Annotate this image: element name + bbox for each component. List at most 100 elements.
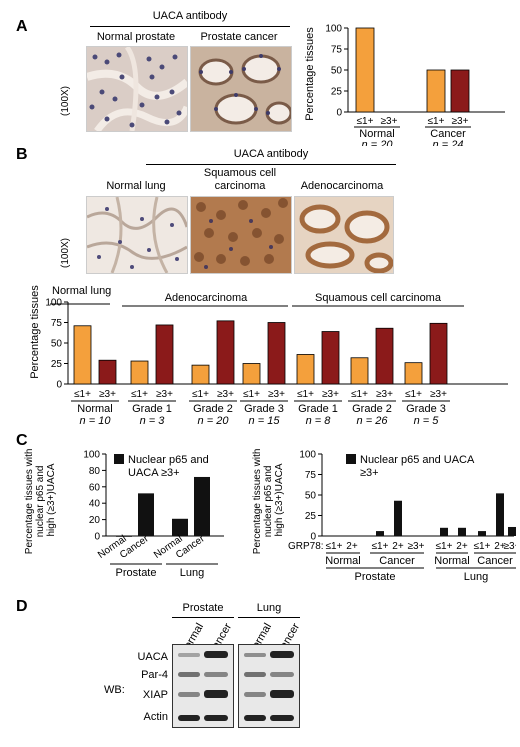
blot-wb-label: WB: [104,684,125,696]
chart-b-group-label-5: Grade 2 [352,403,392,415]
panel-b-header-rule [146,164,396,165]
blot-row-label-xiap: XIAP [142,689,168,701]
chart-b-group-n-4: n = 8 [306,415,332,427]
chart-b-section-label-1: Adenocarcinoma [165,292,248,304]
chart-b-section-label-2: Squamous cell carcinoma [315,292,442,304]
chart-b-ytick-label-25: 25 [51,359,63,370]
chart-b-bar-0-1 [98,359,117,385]
chart-cr-cat-label-3: 2+ [392,541,404,552]
chart-cl-ytick-label-40: 40 [89,499,101,510]
chart-cl-bar-3 [194,476,210,536]
chart-b-ylabel: Percentage tissues [29,285,41,379]
chart-b-bar-1-1 [155,324,174,385]
chart-a-tick-label-2: ≤1+ [428,116,445,127]
blot-group-label-lung: Lung [256,602,282,614]
band-par4-prostate-cancer [204,672,228,677]
chart-b-tick-label-5-1: ≥3+ [376,389,393,400]
chart-b-group-label-3: Grade 3 [244,403,284,415]
chart-b-bar-1-0 [130,360,149,385]
panel-a-image-label-cancer: Prostate cancer [200,31,278,43]
chart-cl-bar-2 [172,518,188,536]
chart-b-tick-label-1-1: ≥3+ [156,389,173,400]
panel-label-b: B [16,146,28,163]
chart-cl-ytick-label-20: 20 [89,515,101,526]
panel-a-image-label-normal: Normal prostate [96,31,176,43]
chart-a-bar-0-0 [355,27,375,113]
chart-cl-group-label-1: Lung [180,567,204,579]
chart-cr-bar-9 [508,526,516,536]
chart-cr-cat-label-5: ≤1+ [436,541,453,552]
chart-cl-ytick-label-100: 100 [83,450,100,461]
chart-cr-legend-swatch [346,454,356,464]
blot-row-label-uaca: UACA [137,651,168,663]
chart-b-bar-4-1 [321,331,340,385]
chart-a-group-n-0: n = 20 [362,139,394,146]
chart-cr-bar-3 [394,500,402,536]
chart-b-group-label-1: Grade 1 [132,403,172,415]
chart-a-bar-1-1 [450,69,470,113]
chart-b-ytick-label-75: 75 [51,318,63,329]
chart-b-tick-label-2-1: ≥3+ [217,389,234,400]
chart-b-tick-label-3-1: ≥3+ [268,389,285,400]
panel-b-magnification: (100X) [60,237,71,268]
chart-a-group-label-0: Normal [359,128,394,140]
chart-cr-ytick-label-25: 25 [305,511,317,522]
chart-cr-cat-label-0: ≤1+ [326,541,343,552]
chart-b-bar-3-1 [267,322,286,385]
chart-cr-bar-8 [496,493,504,536]
chart-b-bar-2-1 [216,320,235,385]
panel-b-image-label-squamous: Squamous cell carcinoma [203,167,277,192]
panel-a-magnification: (100X) [60,85,71,116]
chart-a-ylabel: Percentage tissues [304,27,316,121]
chart-c-right-ylabel-line-3: high (≥3+)UACA [274,463,285,536]
chart-cr-legend-line-2: ≥3+ [360,467,379,479]
chart-c-left-ylabel-line-1: Percentage tissues with [24,449,35,555]
band-actin-prostate-normal [178,715,200,721]
chart-b-bar-0-0 [73,325,92,385]
chart-b-tick-label-4-1: ≥3+ [322,389,339,400]
band-xiap-lung-cancer [270,690,294,698]
panel-label-a: A [16,18,28,35]
chart-b-bar-2-0 [191,364,210,385]
micrograph-adenocarcinoma [294,196,394,274]
chart-cl-legend-text: Nuclear p65 and UACA ≥3+ [128,454,209,479]
chart-b-group-n-3: n = 15 [249,415,281,427]
chart-b-tick-label-0-0: ≤1+ [74,389,91,400]
chart-cr-cat-label-6: 2+ [456,541,468,552]
band-par4-prostate-normal [178,672,200,677]
panel-b-header: UACA antibody [233,148,309,160]
chart-cr-bar-5 [440,527,448,536]
chart-b-ytick-label-50: 50 [51,339,63,350]
chart-cr-subgroup-label-1: Cancer [379,555,415,567]
chart-b-tick-label-2-0: ≤1+ [192,389,209,400]
chart-cr-cat-label-2: ≤1+ [372,541,389,552]
chart-cr-cat-label-9: ≥3+ [504,541,516,552]
chart-b-bar-5-0 [350,357,369,385]
chart-a-ytick-label-0: 0 [336,108,342,119]
chart-cr-subgroup-label-2: Normal [434,555,469,567]
chart-cr-cat-label-1: 2+ [346,541,358,552]
micrograph-prostate-cancer [190,46,292,132]
chart-cl-ytick-label-60: 60 [89,482,101,493]
chart-cr-bar-7 [478,531,486,536]
chart-b-tick-label-5-0: ≤1+ [351,389,368,400]
chart-cl-bar-0 [116,536,132,537]
chart-b-group-label-4: Grade 1 [298,403,338,415]
chart-b-group-n-5: n = 26 [357,415,389,427]
chart-cr-cat-label-8: 2+ [494,541,506,552]
chart-c-left-ylabel-group: Percentage tissues with nuclear p65 and … [24,446,57,554]
chart-cr-row-label: GRP78: [288,541,324,552]
micrograph-normal-lung [86,196,188,274]
chart-b-tick-label-6-1: ≥3+ [430,389,447,400]
panel-label-d: D [16,598,28,615]
chart-cr-ytick-label-75: 75 [305,470,317,481]
panel-b-image-label-adeno: Adenocarcinoma [300,180,384,192]
blot-group-label-prostate: Prostate [182,602,224,614]
chart-a-ytick-label-25: 25 [331,87,343,98]
band-par4-lung-cancer [270,672,294,677]
blot-group-rule-lung [238,617,300,618]
chart-b-group-label-0: Normal [77,403,112,415]
